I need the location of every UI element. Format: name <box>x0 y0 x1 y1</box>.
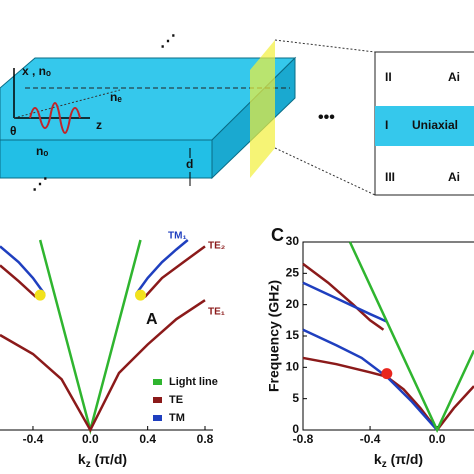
x-tick-label: -0.4 <box>23 432 44 446</box>
label: θ <box>10 124 17 138</box>
legend-swatch <box>153 397 162 403</box>
x-tick-label: 0.4 <box>139 432 156 446</box>
marker <box>381 368 393 380</box>
x-tick-label: 0.8 <box>197 432 214 446</box>
curve <box>348 241 474 433</box>
plot-frame <box>302 241 474 431</box>
x-label-part: z <box>382 459 387 470</box>
x-label: kz (π/d) <box>374 451 423 470</box>
legend-swatch <box>153 415 162 421</box>
x-label-part: k <box>374 451 382 467</box>
dots: ⋰ <box>32 176 48 193</box>
zoom-line <box>274 147 376 196</box>
y-tick-label: 15 <box>286 328 300 342</box>
label: d <box>186 157 193 171</box>
x-tick-label: -0.4 <box>360 432 381 446</box>
x-label-part: (π/d) <box>387 451 423 467</box>
curve <box>302 328 439 431</box>
annotation: A <box>146 311 158 328</box>
curve <box>302 281 388 323</box>
label: x , nₒ <box>22 64 51 78</box>
y-tick-label: 30 <box>286 234 300 248</box>
annotation: TM₁ <box>168 231 187 242</box>
yellow-plane <box>250 40 275 178</box>
legend-swatch <box>153 379 162 385</box>
curve <box>0 299 206 433</box>
x-tick-label: -0.8 <box>293 432 314 446</box>
x-label-part: k <box>78 451 86 467</box>
x-label: kz (π/d) <box>78 451 127 470</box>
label: z <box>96 118 102 132</box>
layer-band <box>375 106 474 146</box>
panel-label: C <box>271 225 284 245</box>
y-tick-label: 10 <box>286 360 300 374</box>
label: nₑ <box>110 90 122 104</box>
y-tick-label: 5 <box>292 391 299 405</box>
x-tick-label: 0.0 <box>429 432 446 446</box>
marker <box>34 289 46 301</box>
legend-label: Light line <box>169 376 218 388</box>
marker <box>134 289 146 301</box>
curve <box>302 262 385 331</box>
x-tick-label: 0.0 <box>82 432 99 446</box>
y-tick-label: 20 <box>286 297 300 311</box>
y-label: Frequency (GHz) <box>266 280 282 392</box>
y-tick-label: 0 <box>292 422 299 436</box>
curve <box>0 245 46 295</box>
annotation: TE₂ <box>208 241 225 252</box>
label: nₒ <box>36 144 48 158</box>
legend-label: TM <box>169 412 185 424</box>
curve <box>135 239 189 295</box>
zoom-line <box>274 39 376 53</box>
layer-index: III <box>385 170 395 184</box>
x-label-part: (π/d) <box>91 451 127 467</box>
wave <box>29 102 81 134</box>
layer-index: II <box>385 70 392 84</box>
layer-material: Ai <box>448 170 460 184</box>
curve <box>302 356 474 433</box>
annotation: TE₁ <box>208 307 225 318</box>
x-label-part: z <box>86 459 91 470</box>
layer-material: Uniaxial <box>412 118 458 132</box>
dots: ⋰ <box>160 33 176 50</box>
curve <box>143 245 206 298</box>
dots: ••• <box>318 109 335 126</box>
slab-front <box>0 139 213 179</box>
y-tick-label: 25 <box>286 266 300 280</box>
legend-label: TE <box>169 394 183 406</box>
curve <box>38 239 142 435</box>
layer-material: Ai <box>448 70 460 84</box>
curve <box>0 264 37 298</box>
layer-index: I <box>385 118 388 132</box>
